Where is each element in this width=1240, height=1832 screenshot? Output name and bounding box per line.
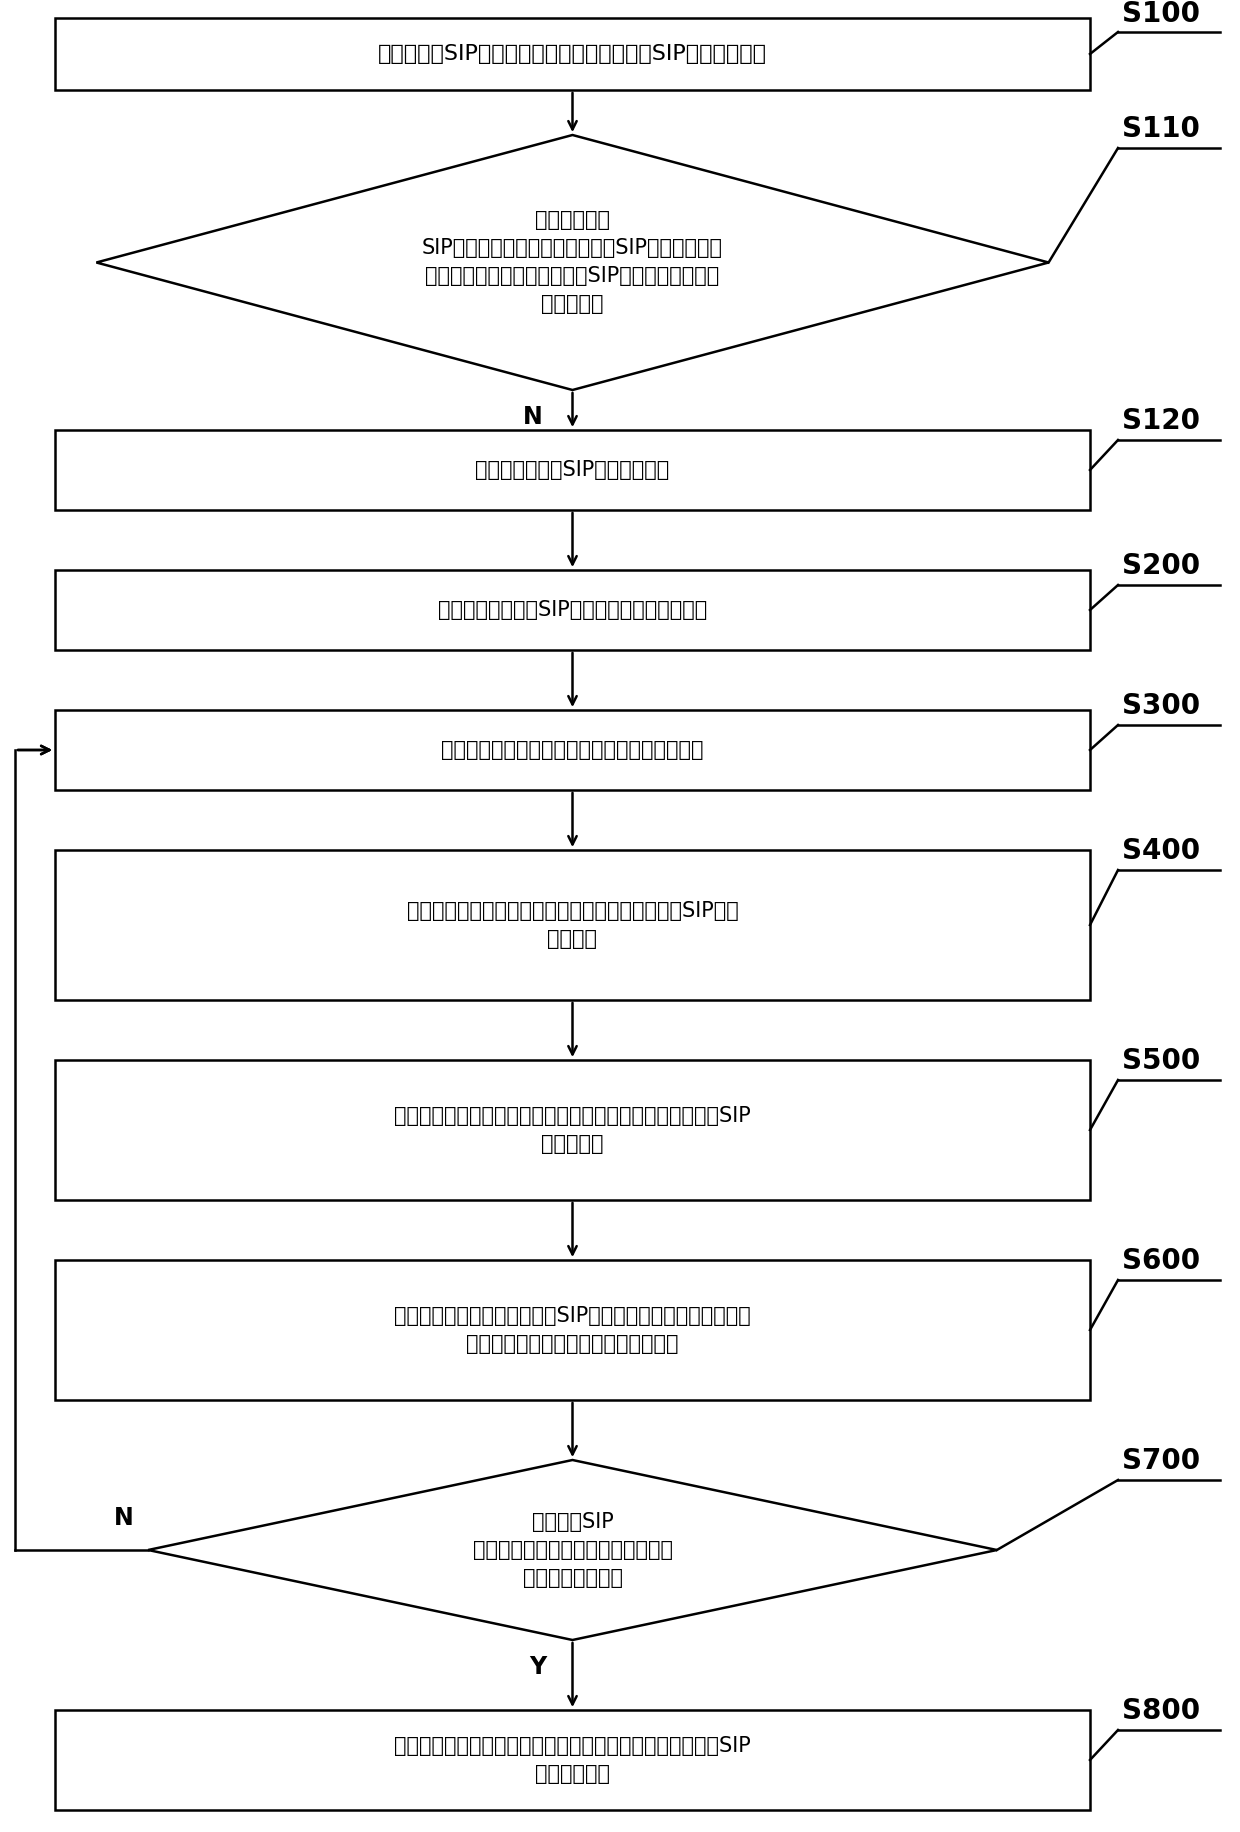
Polygon shape: [148, 1460, 997, 1640]
Text: S110: S110: [1122, 115, 1200, 143]
Text: 根据当前的检测模式，选择相应的灯源对待检测的SIP模组
进行打光: 根据当前的检测模式，选择相应的灯源对待检测的SIP模组 进行打光: [407, 901, 738, 949]
Text: 并根据当前的所述检测模式，采用对应的色彩通道获取所述SIP
模组的影像: 并根据当前的所述检测模式，采用对应的色彩通道获取所述SIP 模组的影像: [394, 1107, 751, 1154]
Text: 根据预设的缺陷检测标准和存储的所述处理影像，判定所述SIP
模组是否合格: 根据预设的缺陷检测标准和存储的所述处理影像，判定所述SIP 模组是否合格: [394, 1737, 751, 1784]
Text: S500: S500: [1122, 1048, 1200, 1075]
Bar: [55, 711, 1090, 790]
Polygon shape: [97, 136, 1049, 390]
Text: S300: S300: [1122, 692, 1200, 720]
Bar: [55, 18, 1090, 90]
Text: Y: Y: [529, 1654, 546, 1678]
Text: S600: S600: [1122, 1248, 1200, 1275]
Text: S700: S700: [1122, 1447, 1200, 1475]
Text: N: N: [522, 405, 542, 429]
Text: 判断待检测的所述SIP模组需要检测的表面缺陷: 判断待检测的所述SIP模组需要检测的表面缺陷: [438, 601, 707, 619]
Text: S800: S800: [1122, 1696, 1200, 1726]
Text: 根据需要检测的表面缺陷，获取对应的检测模式: 根据需要检测的表面缺陷，获取对应的检测模式: [441, 740, 704, 760]
Text: 判断待检测的
SIP模组的种类是否与之前检测的SIP模组的种类一
致，若一致，则延用检测之前SIP模组时的焦距，不
再重新对焦: 判断待检测的 SIP模组的种类是否与之前检测的SIP模组的种类一 致，若一致，则…: [422, 211, 723, 315]
Text: 对待检测的所述SIP模组进行对焦: 对待检测的所述SIP模组进行对焦: [475, 460, 670, 480]
Bar: [55, 1260, 1090, 1400]
Bar: [55, 1061, 1090, 1200]
Bar: [55, 1709, 1090, 1810]
Text: N: N: [113, 1506, 133, 1530]
Text: 判断所述SIP
模组是否获取了在所有所述检测模式
下的所有所述影像: 判断所述SIP 模组是否获取了在所有所述检测模式 下的所有所述影像: [472, 1511, 672, 1588]
Text: S400: S400: [1122, 837, 1200, 865]
Bar: [55, 570, 1090, 650]
Text: 在获取的所述影像中框选所述SIP模组特定待测表面的区域范围
并设置灰阶对比，得到处理影像并存储: 在获取的所述影像中框选所述SIP模组特定待测表面的区域范围 并设置灰阶对比，得到…: [394, 1306, 751, 1354]
Text: S100: S100: [1122, 0, 1200, 27]
Text: S120: S120: [1122, 407, 1200, 434]
Bar: [55, 850, 1090, 1000]
Text: 当待检测的SIP模组位于检测平台时，对所述SIP模组进行对焦: 当待检测的SIP模组位于检测平台时，对所述SIP模组进行对焦: [378, 44, 768, 64]
Text: S200: S200: [1122, 551, 1200, 581]
Bar: [55, 431, 1090, 509]
